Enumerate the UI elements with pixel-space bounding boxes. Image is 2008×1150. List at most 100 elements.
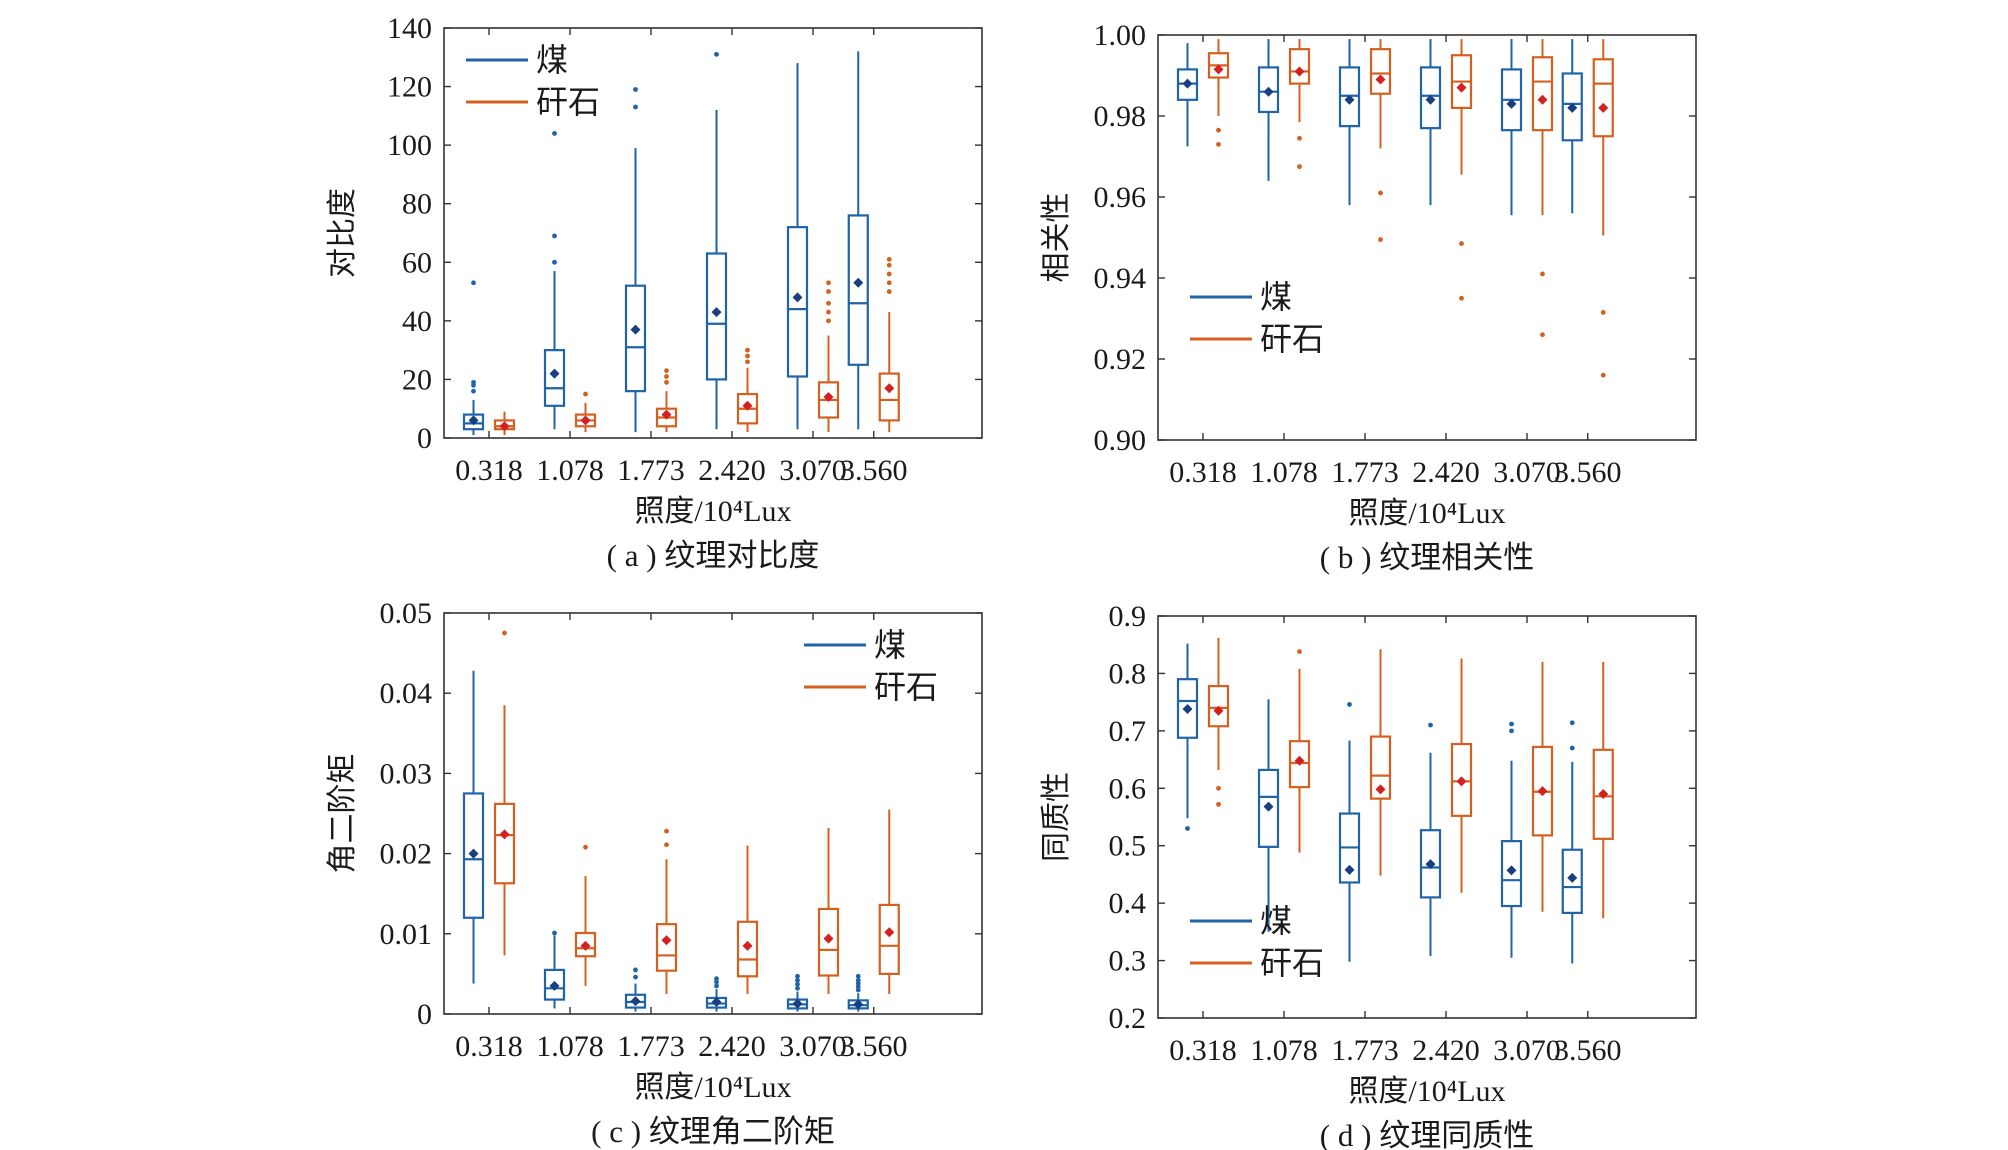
box-iqr [1369,48,1392,95]
panel-caption: ( c ) 纹理角二阶矩 [591,1114,835,1149]
mean-marker [1425,94,1436,105]
box-plot [462,670,485,984]
box-iqr [1369,735,1392,800]
y-tick-label: 0.8 [1109,657,1147,690]
mean-marker [1294,66,1305,77]
outlier-point [826,309,831,315]
outlier-point [1569,720,1575,726]
legend-label: 煤 [1260,903,1292,939]
mean-marker [630,996,641,1007]
outlier-point [1297,164,1302,170]
box-iqr [624,284,647,393]
outlier-point [826,300,831,306]
outlier-point [886,271,892,277]
outlier-point [1378,190,1383,196]
outlier-point [826,289,831,294]
y-tick-label: 0.9 [1109,600,1147,633]
mean-marker [853,277,864,288]
x-tick-label: 0.318 [1169,1034,1237,1067]
x-tick-label: 3.070 [779,454,847,487]
outlier-point [1509,728,1514,734]
legend: 煤矸石 [1190,279,1324,357]
outlier-point [1297,135,1302,141]
plot-frame [1157,34,1697,441]
y-tick-label: 0.01 [380,918,433,951]
mean-marker [661,935,672,946]
outlier-point [1600,310,1606,315]
box-plot [493,411,516,436]
outlier-point [1600,372,1606,378]
x-tick-label: 3.560 [1554,456,1622,489]
outlier-point [886,262,892,268]
y-tick-label: 0.3 [1109,945,1147,978]
mean-marker [884,927,895,938]
outlier-point [1459,295,1464,301]
mean-marker [1456,82,1467,93]
box-plot [1207,637,1230,807]
legend: 煤矸石 [466,42,600,120]
mean-marker [853,999,864,1010]
box-plot [847,973,869,1012]
y-tick-label: 100 [387,129,432,162]
mean-marker [468,848,479,859]
box-iqr [878,372,900,422]
box-plot [786,63,809,430]
mean-marker [792,292,803,303]
y-tick-label: 40 [402,305,432,338]
legend-label: 矸石 [536,84,600,120]
chart-panel-b: 0.90 0.92 0.94 0.96 0.98 1.00 0.318 1.078 1.773 2… [1040,19,1697,575]
y-tick-label: 20 [402,363,432,396]
box-iqr [1288,48,1311,85]
series-coal [1176,643,1583,964]
x-tick-label: 0.318 [455,1030,523,1063]
y-axis-label: 对比度 [326,188,359,278]
mean-marker [1375,74,1386,85]
y-tick-label: 80 [402,188,432,221]
y-tick-label: 0 [417,998,432,1031]
box-plot [462,280,485,436]
outlier-point [1459,241,1464,246]
y-axis-label: 角二阶矩 [326,754,359,874]
box-plot [624,87,647,433]
outlier-point [552,930,557,936]
mean-marker [1506,865,1517,876]
box-plot [705,976,728,1012]
mean-marker [1506,98,1517,109]
mean-marker [1375,784,1386,795]
box-plot [574,844,597,986]
legend: 煤矸石 [1190,903,1324,981]
outlier-point [1297,649,1302,655]
mean-marker [711,307,722,318]
outlier-point [795,985,800,991]
panel-caption: ( a ) 纹理对比度 [607,538,820,573]
box-plot [705,51,728,430]
mean-marker [661,409,672,420]
series-gangue [1207,637,1614,919]
outlier-point [633,967,638,973]
box-plot [1176,643,1199,831]
outlier-point [886,289,892,294]
mean-marker [742,400,753,411]
mean-marker [1598,789,1609,800]
outlier-point [886,280,892,286]
plot-frame [443,612,983,1015]
box-plot [1500,721,1523,958]
x-axis-label: 照度/10⁴Lux [634,495,791,528]
box-plot [1369,39,1392,242]
series-coal [462,51,869,436]
outlier-point [745,359,750,365]
x-tick-label: 0.318 [455,454,523,487]
y-tick-label: 0.05 [380,597,433,630]
mean-marker [549,368,560,379]
x-tick-label: 3.070 [1493,1034,1561,1067]
outlier-point [552,131,557,136]
box-plot [847,51,869,430]
y-tick-label: 120 [387,71,432,104]
box-iqr [1592,58,1614,138]
box-plot [493,630,516,956]
x-tick-label: 1.078 [536,1030,604,1063]
x-axis-label: 照度/10⁴Lux [1348,1075,1505,1108]
outlier-point [664,374,669,379]
outlier-point [745,347,750,353]
